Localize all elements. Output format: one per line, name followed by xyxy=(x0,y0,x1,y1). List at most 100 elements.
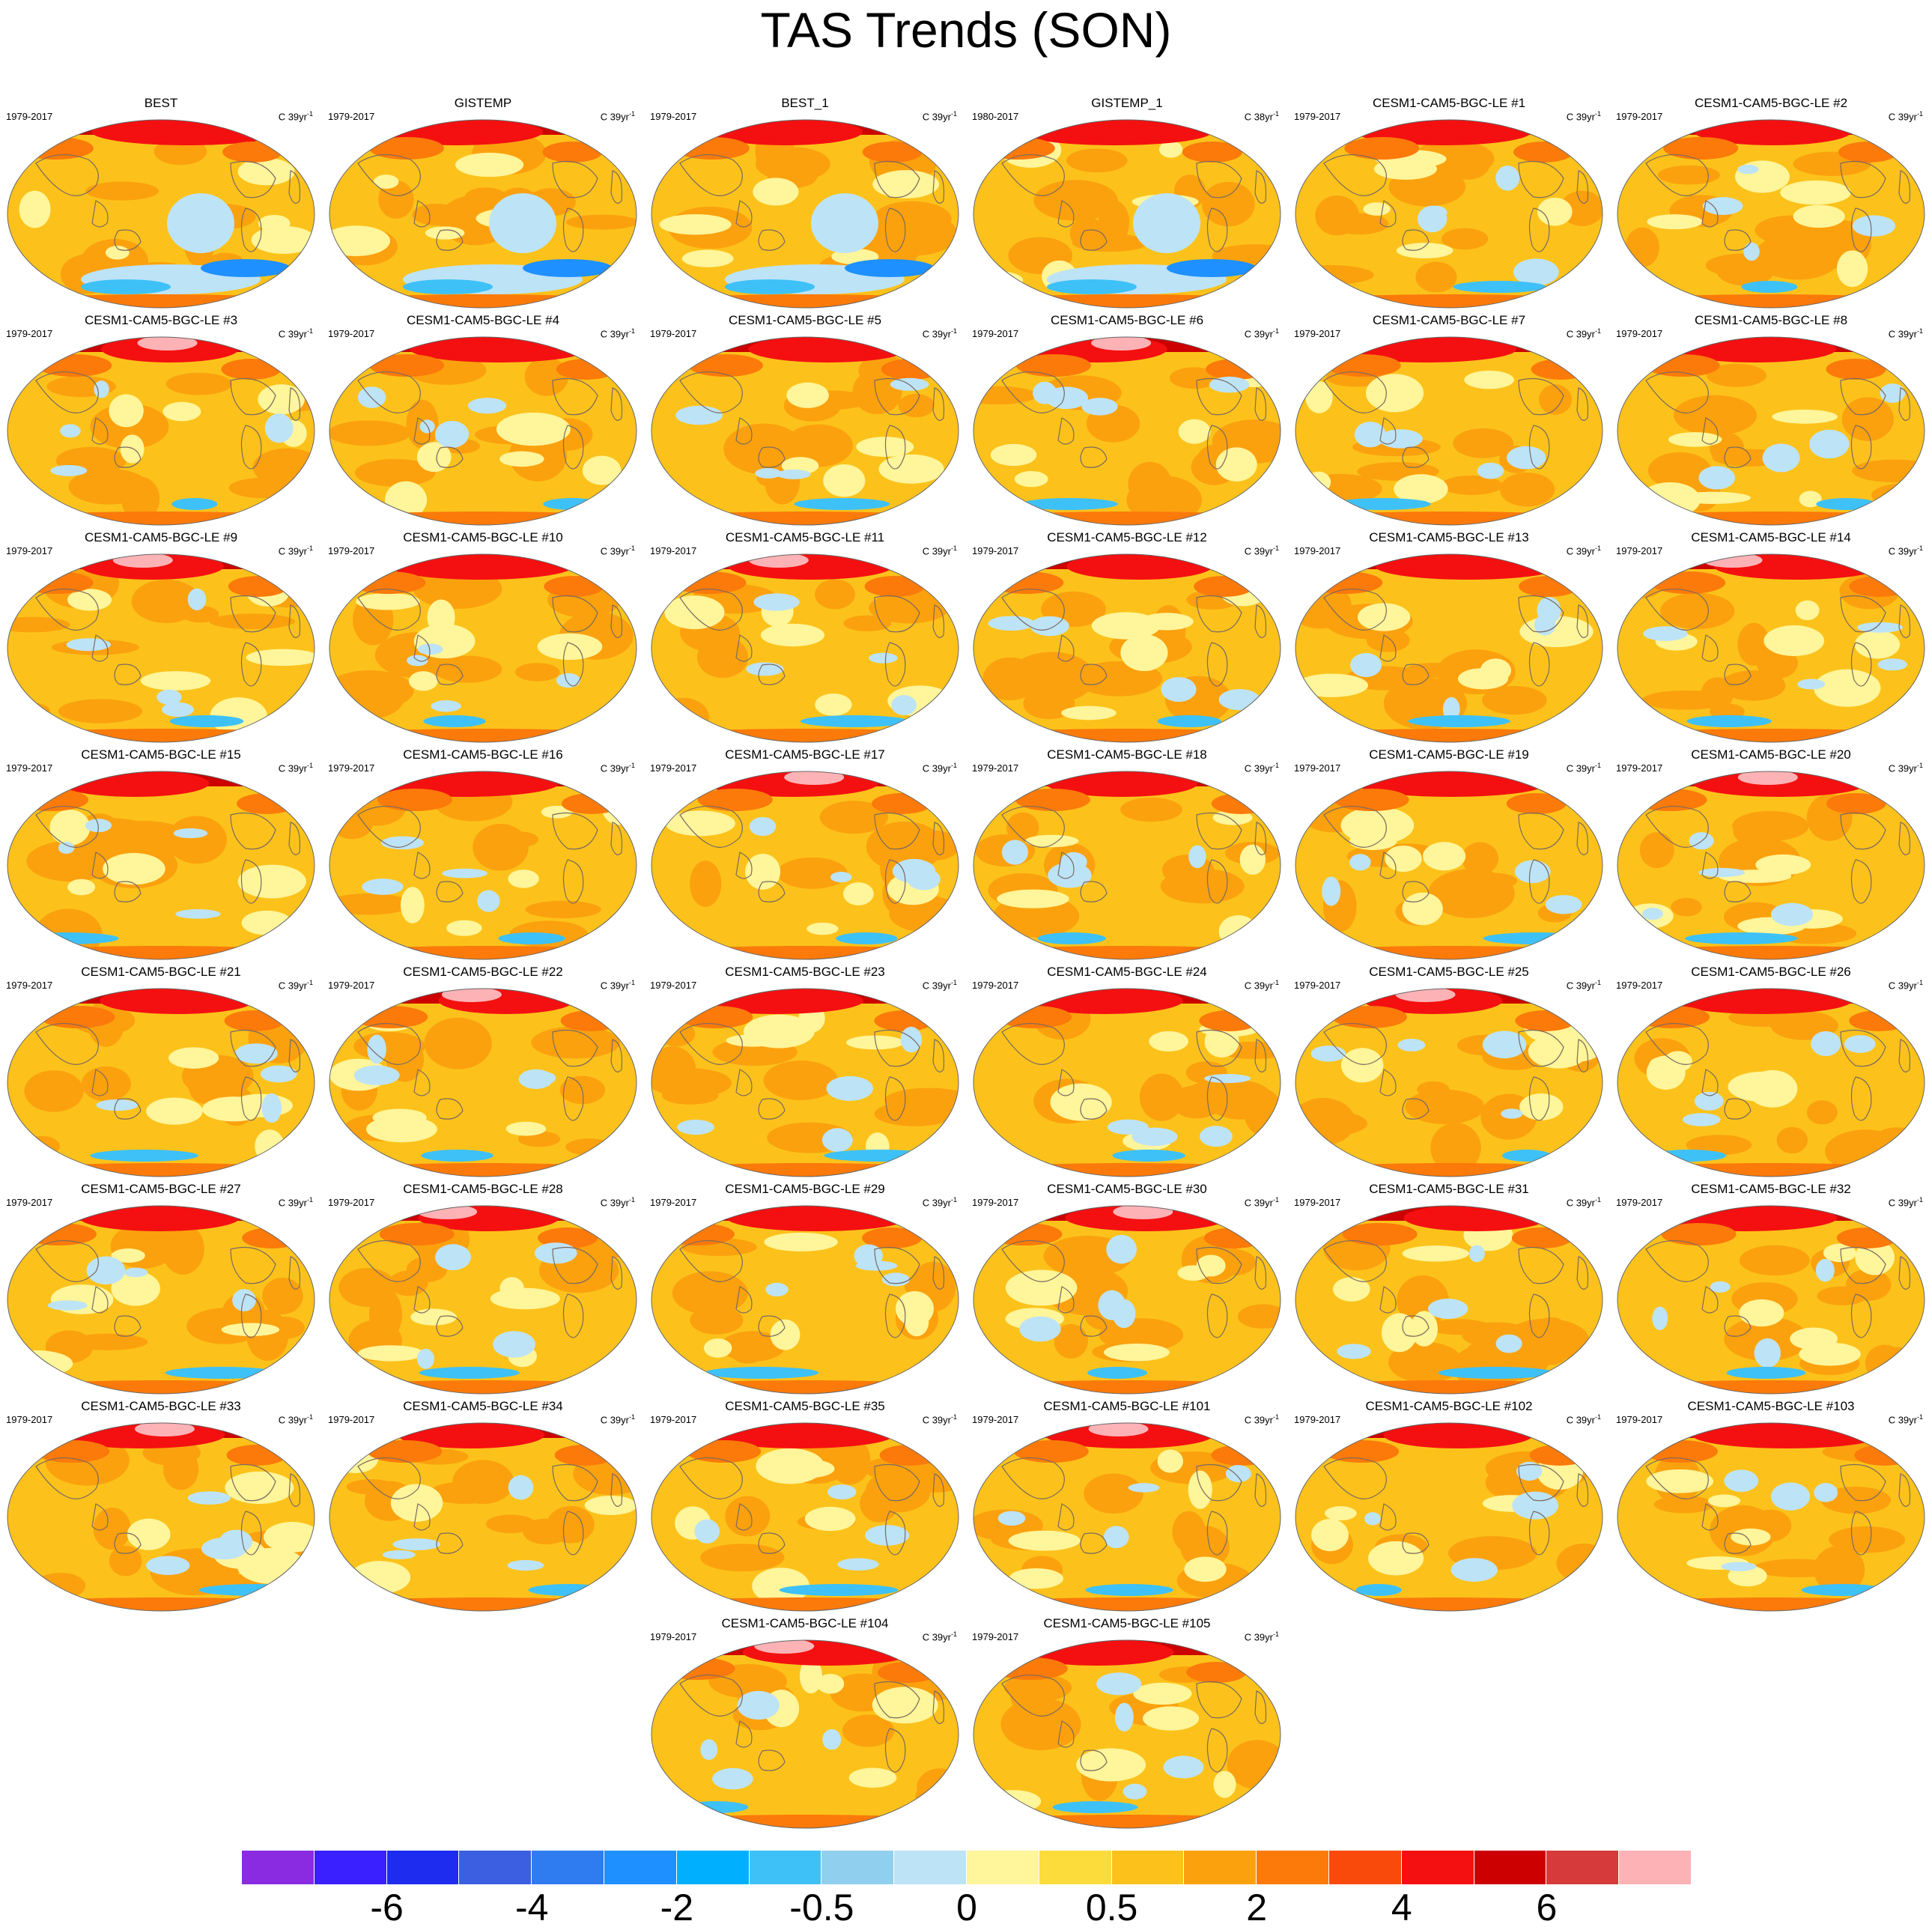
map-9 xyxy=(973,336,1281,526)
light-patch xyxy=(584,1496,637,1515)
light-patch xyxy=(446,920,482,936)
warm-patch xyxy=(346,1478,396,1495)
colorbar-box xyxy=(459,1851,532,1884)
cool-patch xyxy=(1495,1334,1522,1353)
coastline xyxy=(35,371,99,413)
panel-period: 1979-2017 xyxy=(6,1414,53,1425)
map-outline xyxy=(1295,1422,1603,1612)
coastline xyxy=(932,170,945,204)
map-outline xyxy=(7,119,315,309)
warm-patch xyxy=(85,181,160,201)
panel-period: 1979-2017 xyxy=(650,1414,697,1425)
map-outline xyxy=(651,1205,959,1395)
panel-units: C 39yr-1 xyxy=(923,1194,957,1209)
panel-units: C 39yr-1 xyxy=(923,325,957,340)
coastline xyxy=(1254,170,1267,204)
coastline xyxy=(35,805,99,848)
coastline xyxy=(114,446,142,468)
coastline xyxy=(1724,446,1752,468)
map-outline xyxy=(7,988,315,1177)
light-patch xyxy=(659,213,732,235)
coastline xyxy=(1206,1293,1228,1338)
colorbar-tick-label: 4 xyxy=(1391,1887,1412,1929)
light-patch xyxy=(140,671,211,691)
arctic-warm-blob xyxy=(1383,1423,1534,1448)
map-outline xyxy=(1617,988,1925,1177)
panel-units-exponent: -1 xyxy=(1272,762,1279,769)
southern-cool-patch xyxy=(684,1801,749,1813)
map-panel: CESM1-CAM5-BGC-LE #9 1979-2017 C 39yr-1 xyxy=(0,530,322,747)
light-patch xyxy=(1104,1343,1170,1362)
map-13 xyxy=(329,553,637,743)
panel-units-exponent: -1 xyxy=(1594,110,1601,118)
cool-patch xyxy=(50,464,88,476)
map-outline xyxy=(651,119,959,309)
map-panel: BEST_1 1979-2017 C 39yr-1 xyxy=(644,96,966,313)
panel-period: 1979-2017 xyxy=(1616,328,1663,339)
coastline xyxy=(1001,805,1065,848)
warm-patch xyxy=(1329,213,1389,235)
light-patch xyxy=(1799,1342,1861,1366)
panel-units-exponent: -1 xyxy=(950,544,957,552)
map-panel: CESM1-CAM5-BGC-LE #5 1979-2017 C 39yr-1 xyxy=(644,313,966,530)
cool-patch xyxy=(1652,1306,1668,1331)
coastline xyxy=(1080,881,1108,902)
eurasia-warm xyxy=(1661,1223,1737,1245)
panel-title: CESM1-CAM5-BGC-LE #25 xyxy=(1369,965,1529,979)
panel-title: CESM1-CAM5-BGC-LE #28 xyxy=(403,1182,563,1196)
warm-patch xyxy=(1009,1672,1054,1716)
antarctic-band xyxy=(655,294,955,308)
panel-units-base: C 39yr xyxy=(600,328,629,340)
coastline xyxy=(884,859,906,904)
cool-patch xyxy=(232,1289,256,1311)
map-outline xyxy=(7,336,315,526)
warm-patch xyxy=(354,458,436,487)
map-panel: CESM1-CAM5-BGC-LE #6 1979-2017 C 39yr-1 xyxy=(966,313,1288,530)
cool-patch xyxy=(1856,622,1903,633)
map-panel: CESM1-CAM5-BGC-LE #25 1979-2017 C 39yr-1 xyxy=(1288,965,1610,1182)
coastline xyxy=(610,1039,623,1072)
southern-cool-patch xyxy=(1087,1367,1148,1379)
map-panel: CESM1-CAM5-BGC-LE #27 1979-2017 C 39yr-1 xyxy=(0,1182,322,1399)
map-panel: CESM1-CAM5-BGC-LE #19 1979-2017 C 39yr-1 xyxy=(1288,747,1610,965)
coastline xyxy=(552,1029,598,1067)
cool-patch xyxy=(507,1560,544,1571)
coastline xyxy=(1057,852,1075,879)
light-patch xyxy=(416,442,452,473)
map-outline xyxy=(973,1422,1281,1612)
coastline xyxy=(1196,377,1242,416)
na-warm xyxy=(862,142,923,163)
panel-units: C 39yr-1 xyxy=(1245,1194,1279,1209)
map-29 xyxy=(1617,988,1925,1177)
cool-patch xyxy=(1737,164,1759,175)
panel-units-base: C 39yr xyxy=(1244,762,1273,774)
light-patch xyxy=(1311,1519,1349,1552)
coastline xyxy=(1379,1069,1397,1096)
coastline xyxy=(884,1293,906,1338)
light-patch xyxy=(1396,243,1453,259)
panel-units-exponent: -1 xyxy=(1916,979,1923,986)
map-panel: CESM1-CAM5-BGC-LE #31 1979-2017 C 39yr-1 xyxy=(1288,1182,1610,1399)
light-patch xyxy=(109,394,144,428)
cool-patch xyxy=(854,1244,884,1267)
na-warm xyxy=(872,793,932,814)
panel-period: 1979-2017 xyxy=(1616,762,1663,774)
coastline xyxy=(758,1098,786,1120)
coastline xyxy=(1850,859,1872,904)
light-patch xyxy=(726,1034,780,1047)
colorbar-box xyxy=(749,1851,822,1884)
map-outline xyxy=(973,336,1281,526)
coastline xyxy=(1840,1246,1886,1284)
coastline xyxy=(230,1463,276,1502)
antarctic-band xyxy=(1299,294,1599,308)
arctic-warm-blob xyxy=(748,337,908,362)
antarctic-band xyxy=(11,1380,311,1394)
panel-units-base: C 39yr xyxy=(1566,111,1595,123)
panel-title: CESM1-CAM5-BGC-LE #26 xyxy=(1691,965,1851,979)
panel-period: 1979-2017 xyxy=(1616,111,1663,122)
panel-units-base: C 39yr xyxy=(1888,545,1917,557)
panel-units-base: C 39yr xyxy=(278,111,307,123)
antarctic-band xyxy=(1621,294,1921,308)
coastline xyxy=(874,377,920,416)
southern-cool-patch xyxy=(1684,932,1798,944)
